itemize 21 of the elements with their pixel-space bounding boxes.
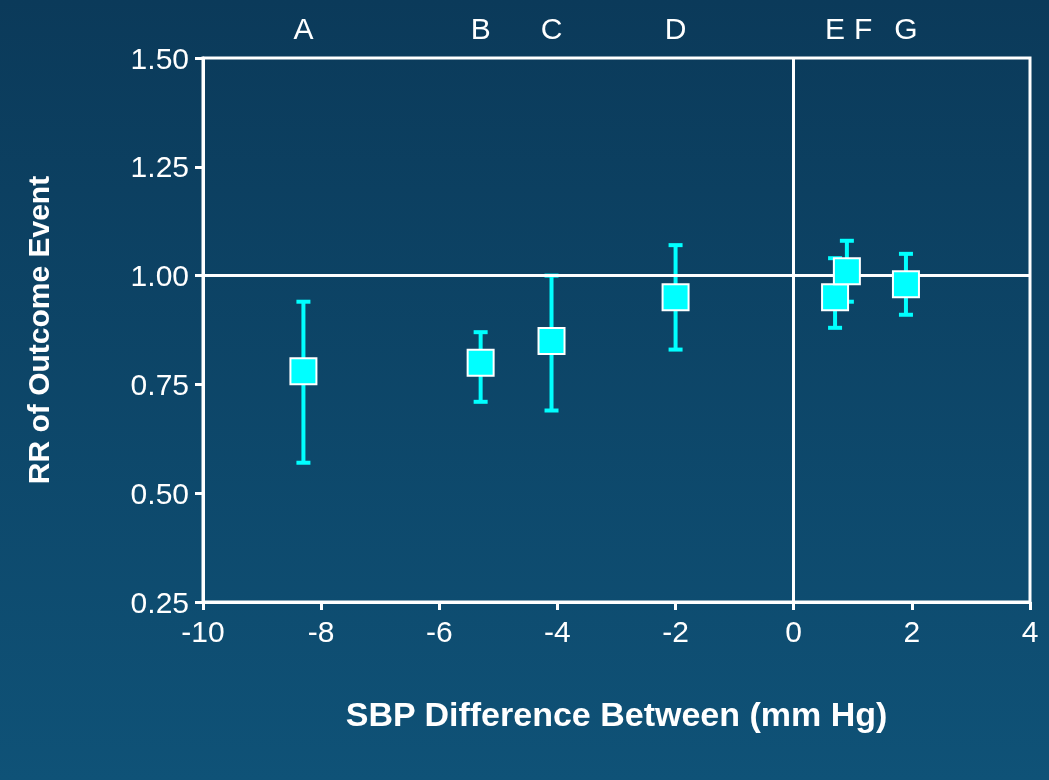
x-tick-label: -2 [662,614,689,648]
text: G [894,11,918,45]
x-tick-label: -6 [425,614,453,648]
text: E [825,11,846,45]
text: C [540,11,563,45]
text: F [853,11,873,45]
x-tick-label: -8 [307,614,335,648]
x-tick-label: 4 [1021,614,1039,648]
y-axis-title: RR of Outcome Event [21,175,55,485]
text: A [293,11,314,45]
text: D [664,11,687,45]
y-tick-label: 1.00 [130,259,189,293]
y-tick-label: 0.75 [130,367,189,401]
y-tick-label: 0.50 [130,476,189,510]
text: B [470,11,491,45]
x-axis-title: SBP Difference Between (mm Hg) [345,695,888,733]
y-tick-label: 1.25 [130,150,189,184]
x-tick-label: 2 [903,614,921,648]
x-tick-label: 0 [785,614,803,648]
y-tick-label: 1.50 [130,41,189,75]
x-tick-label: -4 [544,614,571,648]
